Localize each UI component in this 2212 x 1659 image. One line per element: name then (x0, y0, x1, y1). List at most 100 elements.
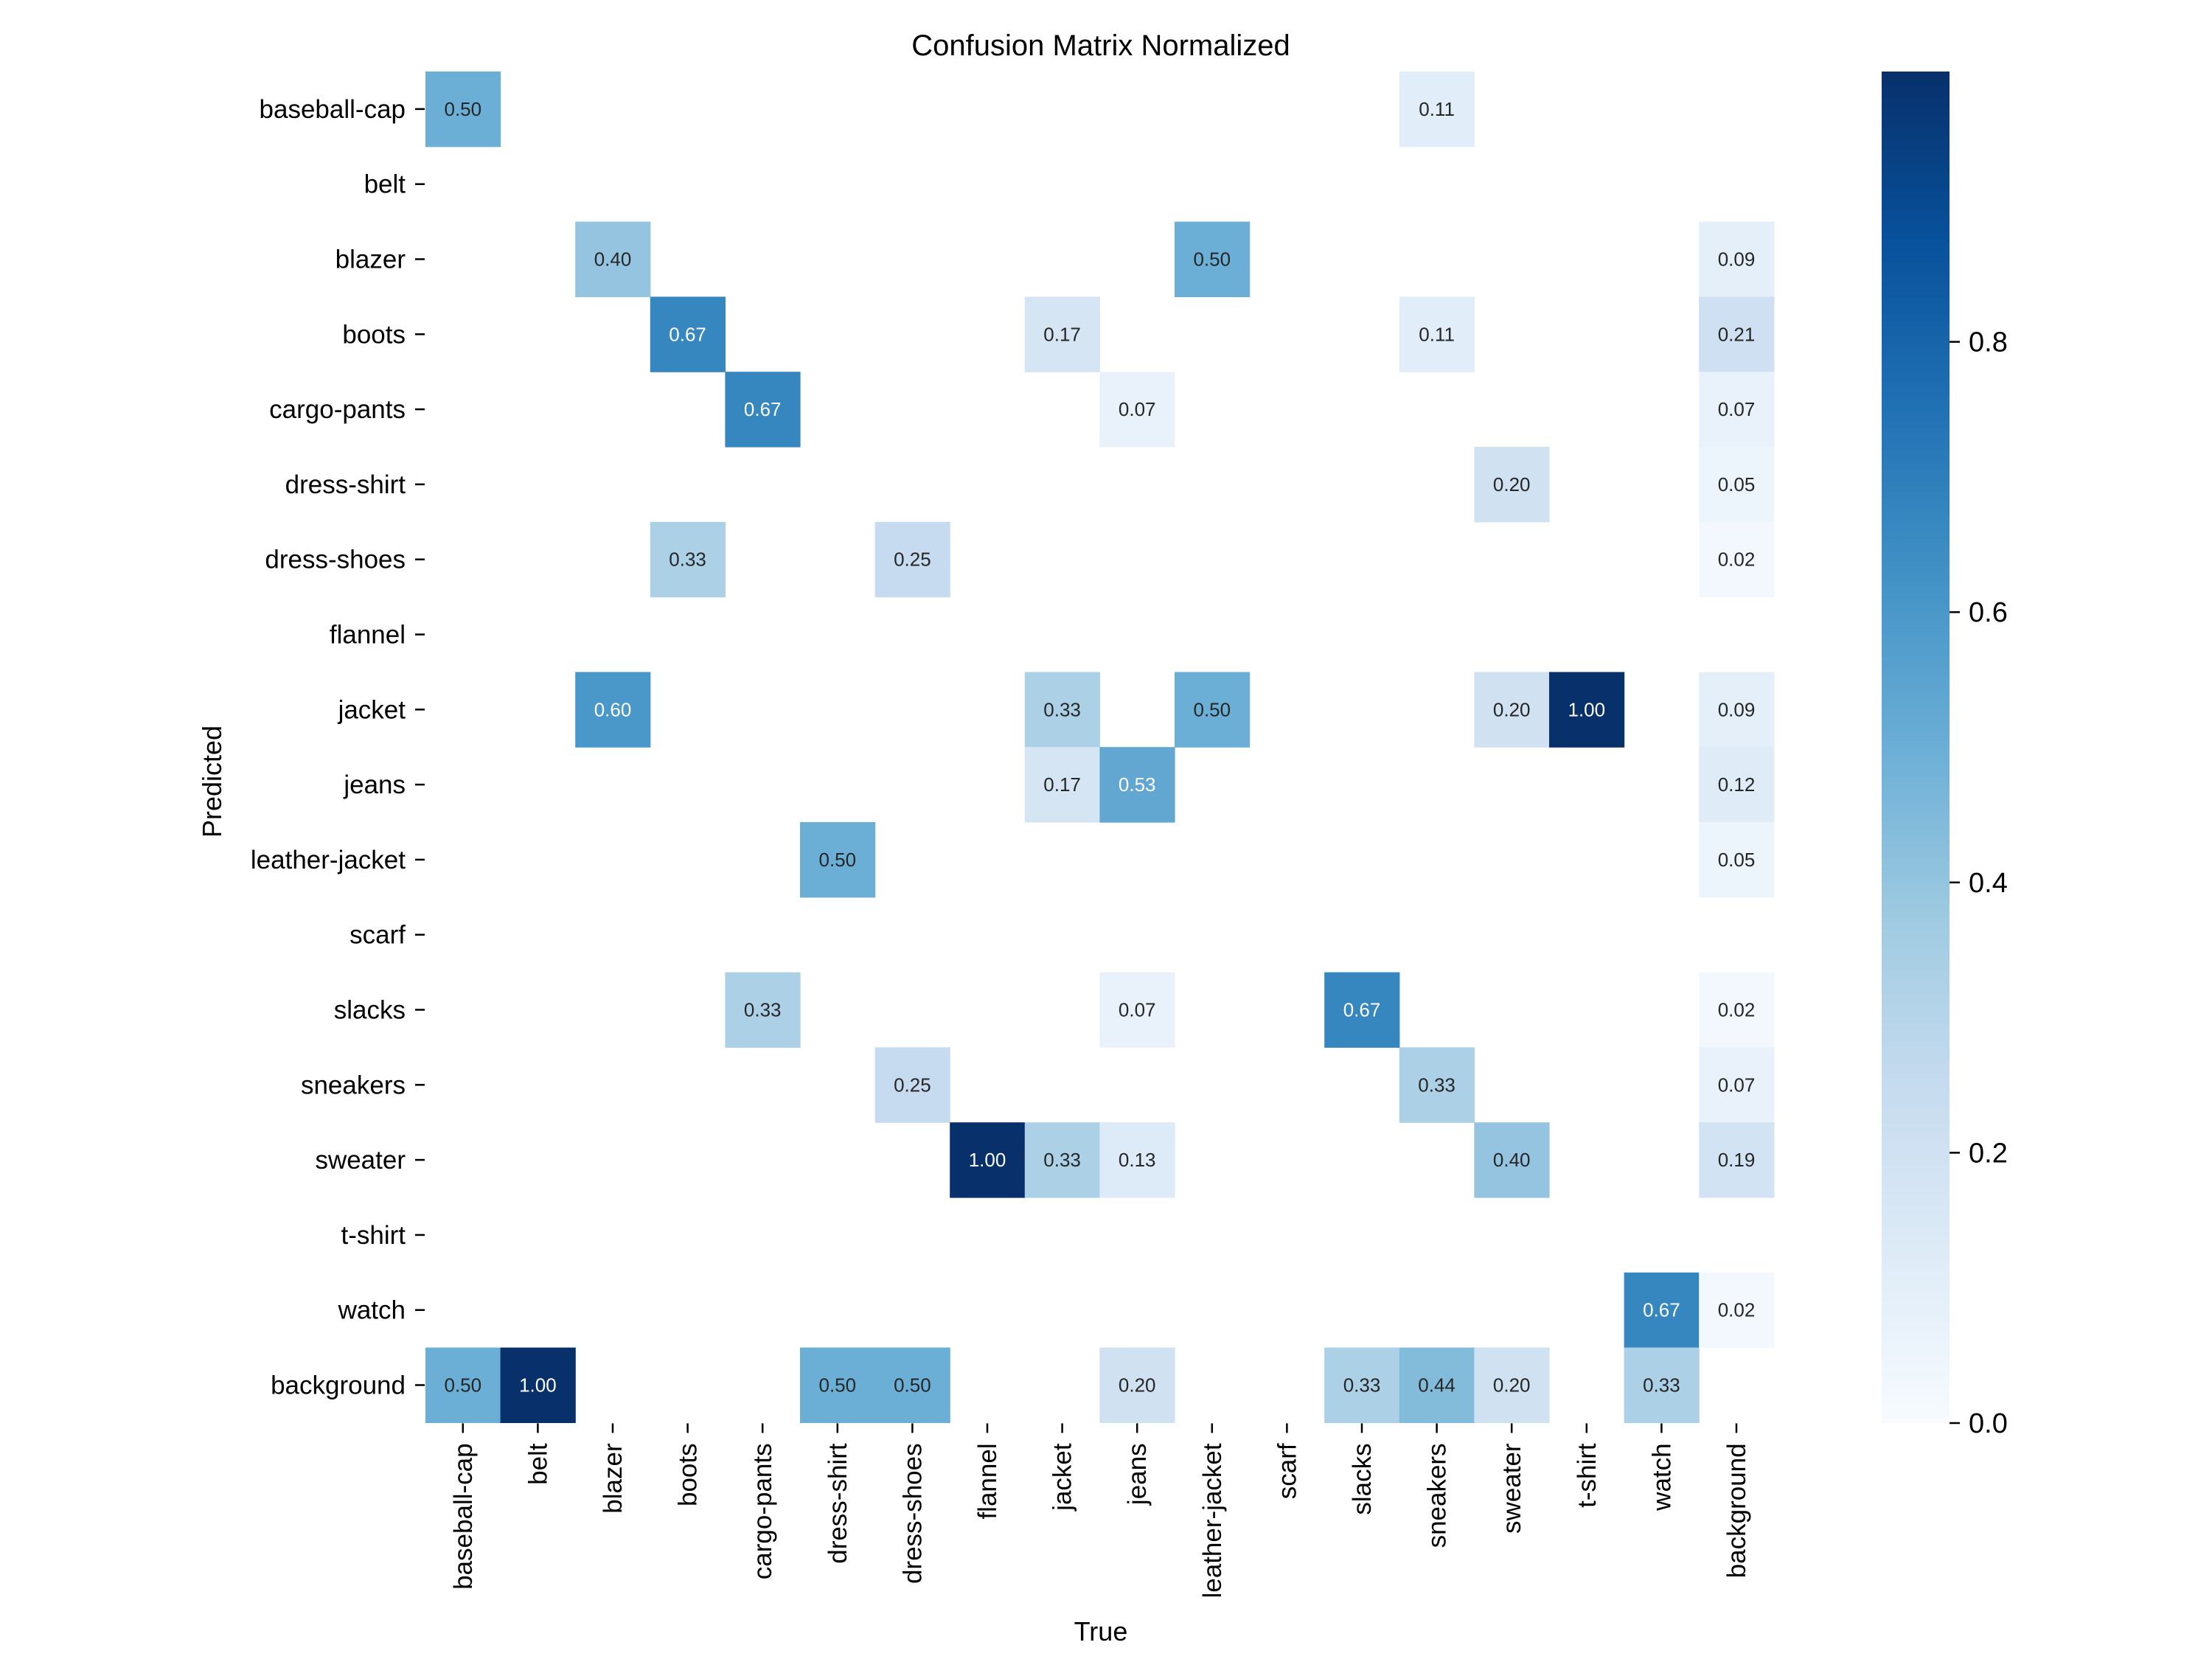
colorbar-tick-label: 0.2 (1969, 1138, 2008, 1169)
cell-value-label: 0.12 (1718, 773, 1756, 796)
y-tick-label: slacks (334, 996, 406, 1025)
cell-value-label: 0.25 (894, 1074, 931, 1096)
cell-value-label: 0.40 (594, 248, 632, 271)
cell-value-label: 0.50 (1193, 248, 1231, 271)
heatmap-cell (1474, 672, 1550, 748)
heatmap-cell (1099, 372, 1175, 448)
cell-value-label: 0.20 (1493, 1374, 1531, 1397)
heatmap-cell (1024, 672, 1100, 748)
cell-value-label: 0.11 (1419, 323, 1455, 345)
cell-value-label: 0.33 (1643, 1374, 1680, 1397)
colorbar (1882, 72, 1950, 1423)
cell-value-label: 0.09 (1718, 698, 1756, 720)
cell-value-label: 1.00 (969, 1149, 1006, 1171)
cell-value-label: 0.07 (1119, 398, 1156, 420)
colorbar-tick-label: 0.4 (1969, 868, 2008, 899)
y-tick-label: flannel (330, 621, 406, 650)
x-tick-label: scarf (1273, 1443, 1301, 1499)
x-tick-label: watch (1647, 1443, 1676, 1511)
heatmap-cell (1699, 1272, 1775, 1349)
y-tick-label: watch (338, 1296, 406, 1325)
heatmap-cell (1399, 296, 1475, 372)
heatmap-cell (425, 72, 501, 147)
y-tick-label: jacket (338, 695, 406, 724)
cell-value-label: 0.67 (669, 323, 706, 345)
heatmap-cell (1099, 747, 1175, 823)
x-tick-label: baseball-cap (449, 1443, 478, 1589)
cell-value-label: 0.33 (744, 999, 782, 1021)
heatmap-cell (725, 372, 801, 448)
cell-value-label: 1.00 (1568, 698, 1605, 720)
cell-value-label: 0.33 (1418, 1074, 1455, 1096)
y-tick-label: sneakers (301, 1071, 406, 1099)
cell-value-label: 0.07 (1718, 1074, 1756, 1096)
heatmap-cell (575, 672, 651, 748)
heatmap-cell (1699, 1122, 1775, 1198)
cell-value-label: 0.21 (1718, 323, 1756, 345)
cell-value-label: 0.50 (444, 98, 481, 120)
heatmap-cell (1474, 1347, 1550, 1423)
y-tick-label: baseball-cap (260, 95, 406, 124)
heatmap-cell (874, 1047, 950, 1123)
x-tick-label: belt (524, 1443, 552, 1485)
x-axis-ticks: baseball-cap belt blazer boots cargo-pants dr… (449, 1423, 1751, 1599)
x-tick-label: leather-jacket (1198, 1443, 1227, 1598)
cell-value-label: 0.17 (1043, 323, 1081, 345)
heatmap-cell (1024, 747, 1100, 823)
cell-value-label: 0.20 (1119, 1374, 1156, 1397)
cell-value-label: 0.07 (1718, 398, 1756, 420)
y-tick-label: sweater (315, 1146, 406, 1175)
y-tick-label: boots (342, 320, 406, 349)
heatmap-cell (1399, 1047, 1475, 1123)
x-tick-label: jacket (1048, 1443, 1077, 1512)
cell-value-label: 0.07 (1119, 999, 1156, 1021)
heatmap-cell (1175, 672, 1251, 748)
x-tick-label: jeans (1123, 1443, 1152, 1506)
cell-value-label: 0.50 (818, 849, 856, 871)
x-tick-label: sweater (1498, 1443, 1526, 1534)
y-tick-label: blazer (335, 246, 406, 274)
heatmap-cell (874, 1347, 950, 1423)
heatmap-cell (1474, 1122, 1550, 1198)
heatmap-cell (1474, 447, 1550, 523)
heatmap-cell (950, 1122, 1026, 1198)
colorbar-tick-label: 0.0 (1969, 1408, 2008, 1439)
heatmap-cell (874, 521, 950, 598)
heatmap-cell (1324, 972, 1400, 1048)
heatmap-cell (1699, 221, 1775, 297)
cell-value-label: 0.67 (1643, 1299, 1680, 1321)
heatmap-cell (1175, 221, 1251, 297)
heatmap-cell (1324, 1347, 1400, 1423)
heatmap-cell (1699, 447, 1775, 523)
x-tick-label: cargo-pants (748, 1443, 777, 1579)
heatmap-cell (800, 822, 876, 898)
heatmap-cell (1699, 372, 1775, 448)
heatmap-cell (1399, 72, 1475, 147)
x-tick-label: dress-shirt (824, 1443, 852, 1564)
cell-value-label: 0.20 (1493, 473, 1531, 495)
heatmap-cell (1099, 972, 1175, 1048)
x-tick-label: slacks (1348, 1443, 1377, 1514)
y-tick-label: background (271, 1371, 406, 1400)
cell-value-label: 0.25 (894, 549, 931, 571)
cell-value-label: 0.02 (1718, 549, 1756, 571)
heatmap-cells (425, 72, 1775, 1423)
y-axis-label: Predicted (197, 726, 227, 838)
x-axis-label: True (1074, 1616, 1128, 1646)
chart-title: Confusion Matrix Normalized (911, 29, 1290, 62)
x-tick-label: blazer (599, 1443, 627, 1514)
y-tick-label: dress-shoes (265, 546, 406, 574)
cell-value-label: 0.17 (1043, 773, 1081, 796)
heatmap-cell (800, 1347, 876, 1423)
cell-value-label: 0.44 (1418, 1374, 1455, 1397)
heatmap-cell (650, 296, 726, 372)
cell-value-label: 0.02 (1718, 999, 1756, 1021)
y-tick-label: dress-shirt (285, 470, 406, 499)
heatmap-cell (1024, 1122, 1100, 1198)
x-tick-label: dress-shoes (898, 1443, 927, 1584)
heatmap-cell (1699, 747, 1775, 823)
heatmap-cell (725, 972, 801, 1048)
cell-value-label: 0.33 (669, 549, 706, 571)
heatmap-cell (1699, 972, 1775, 1048)
